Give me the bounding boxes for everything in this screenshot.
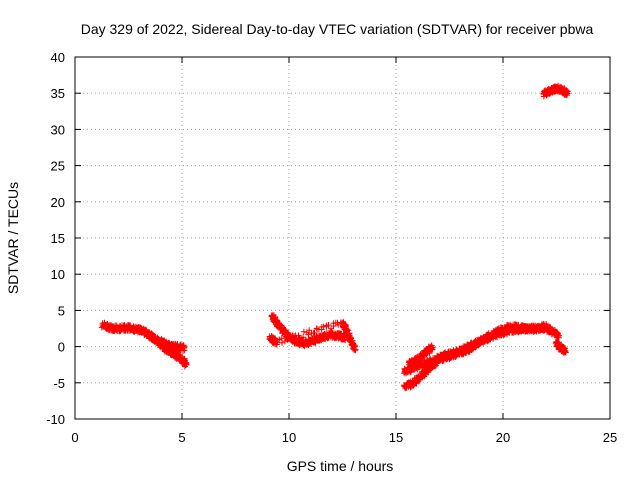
x-tick-label: 0 [71, 430, 78, 445]
marker-trail [552, 338, 569, 356]
chart-title: Day 329 of 2022, Sidereal Day-to-day VTE… [81, 21, 594, 37]
series-arc-2 [268, 312, 349, 350]
series-arc-2b [266, 318, 359, 354]
data-layer [98, 82, 571, 392]
y-tick-label: 30 [51, 122, 65, 137]
x-tick-label: 20 [496, 430, 510, 445]
y-tick-label: 15 [51, 231, 65, 246]
x-axis-label: GPS time / hours [287, 458, 394, 474]
x-tick-label: 5 [178, 430, 185, 445]
y-tick-label: -5 [53, 376, 65, 391]
series-arc-1b [146, 330, 188, 354]
series-arc-3c [405, 342, 436, 370]
marker-trail [268, 312, 349, 350]
marker-trail [401, 321, 550, 392]
y-tick-label: 0 [58, 340, 65, 355]
series-arc-3d [552, 338, 569, 356]
x-tick-label: 25 [603, 430, 617, 445]
series-arc-4 [540, 82, 571, 100]
y-tick-label: 35 [51, 86, 65, 101]
marker-trail [540, 82, 571, 100]
grid [75, 57, 610, 419]
x-tick-label: 10 [282, 430, 296, 445]
marker-trail [146, 330, 188, 354]
y-tick-label: 10 [51, 267, 65, 282]
y-tick-label: -10 [46, 412, 65, 427]
y-tick-label: 40 [51, 50, 65, 65]
y-axis-label: SDTVAR / TECUs [5, 182, 21, 294]
y-tick-label: 5 [58, 303, 65, 318]
y-tick-label: 20 [51, 195, 65, 210]
marker-trail [406, 342, 436, 370]
ticks: 0 5 10 15 20 25 -10 -5 0 5 10 15 20 25 30 35 40 [46, 50, 617, 445]
x-tick-label: 15 [389, 430, 403, 445]
series-arc-3b [401, 321, 550, 392]
y-tick-label: 25 [51, 159, 65, 174]
marker-trail [266, 318, 359, 353]
